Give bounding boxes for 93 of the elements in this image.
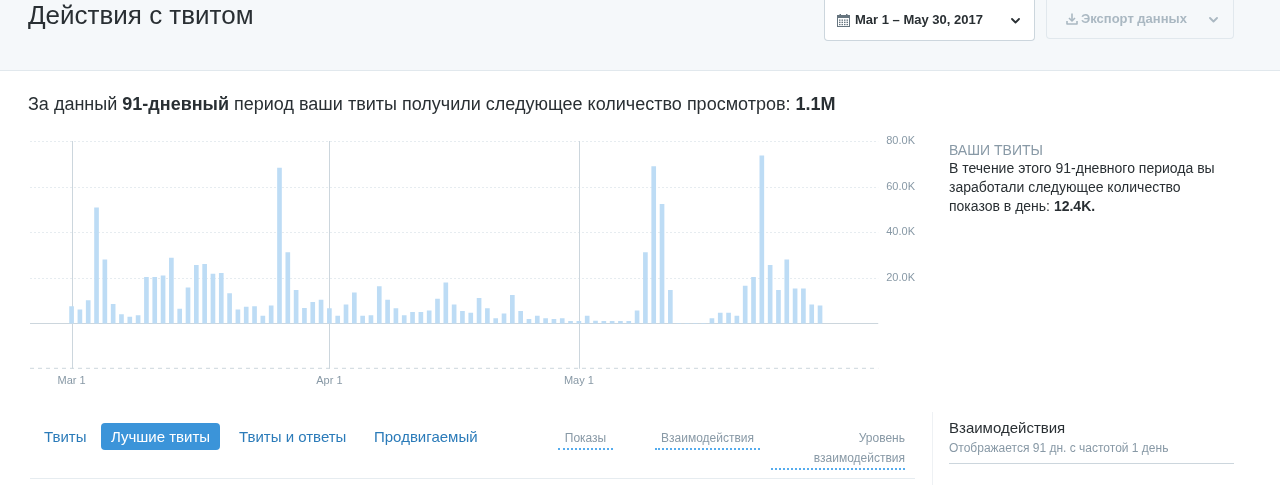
bar xyxy=(94,207,99,324)
bar xyxy=(285,252,291,324)
bar xyxy=(268,305,274,324)
bar xyxy=(177,308,183,324)
bar xyxy=(69,306,74,324)
text: Продвигаемый xyxy=(374,428,478,445)
bar xyxy=(717,312,723,324)
bar xyxy=(169,257,174,324)
text: Показы xyxy=(564,431,607,445)
text: Твиты и ответы xyxy=(239,428,347,445)
bar xyxy=(809,304,815,324)
bar xyxy=(443,282,449,324)
bar xyxy=(393,308,399,324)
bar xyxy=(352,292,357,324)
bar xyxy=(485,308,490,324)
bar xyxy=(559,318,565,324)
bar xyxy=(709,318,715,324)
bar xyxy=(401,315,407,324)
bar xyxy=(593,320,598,324)
bar xyxy=(227,293,232,324)
bar xyxy=(668,290,673,324)
bar xyxy=(302,307,307,324)
text: Взаимодействия xyxy=(949,419,1066,436)
bar xyxy=(119,314,124,324)
bar xyxy=(801,288,806,324)
bar xyxy=(218,273,224,324)
bar xyxy=(534,315,540,324)
bar xyxy=(742,285,748,324)
bar xyxy=(277,167,282,324)
bar xyxy=(568,321,573,324)
bar xyxy=(368,315,374,324)
bar xyxy=(243,306,249,324)
bar xyxy=(310,301,316,324)
y-tick-label: 60.0K xyxy=(886,179,916,192)
bar xyxy=(127,316,133,324)
y-tick-label: 80.0K xyxy=(886,134,916,147)
bar xyxy=(193,265,199,324)
chart-title: Действия с твитом xyxy=(28,0,254,30)
bar xyxy=(726,312,731,324)
bar xyxy=(543,318,548,324)
text: Уровень взаимодействия xyxy=(813,431,905,465)
bar xyxy=(510,294,515,324)
bar xyxy=(468,312,474,324)
text: В течение этого 91-дневного периода вы заработали следующее количество показов в день: 12.4K. xyxy=(949,160,1215,214)
text: Взаимодействия xyxy=(661,431,754,445)
bar xyxy=(584,315,590,324)
bar xyxy=(643,252,648,324)
bar xyxy=(85,300,91,324)
bar xyxy=(609,321,615,324)
bar xyxy=(144,277,149,324)
y-tick-label: 20.0K xyxy=(886,270,916,283)
bar xyxy=(376,286,382,324)
x-tick-label: Apr 1 xyxy=(316,374,343,387)
bar xyxy=(518,311,523,324)
export-button: Экспорт данных xyxy=(1046,0,1234,39)
text: Отображается 91 дн. с частотой 1 день xyxy=(949,441,1169,455)
bar xyxy=(435,298,440,324)
bar xyxy=(776,290,781,324)
y-tick-label: 40.0K xyxy=(886,225,916,238)
bar xyxy=(135,315,141,324)
bar xyxy=(576,321,582,324)
text: За данный 91-дневный период ваши твиты получили следующее количество просмотров: 1.1M xyxy=(28,94,836,114)
bar xyxy=(327,308,332,324)
bar xyxy=(235,309,241,324)
bar xyxy=(759,155,765,324)
bar xyxy=(551,319,557,324)
bar xyxy=(426,310,432,324)
date-range-button: Mar 1 – May 30, 2017 xyxy=(824,0,1035,41)
bar xyxy=(451,304,457,324)
x-tick-label: May 1 xyxy=(563,374,594,387)
bar xyxy=(410,311,415,324)
text: ВАШИ ТВИТЫ xyxy=(949,142,1043,158)
bar xyxy=(252,306,257,324)
tab-button: Лучшие твиты xyxy=(101,423,221,450)
bar xyxy=(751,277,756,324)
bar xyxy=(493,318,499,324)
bar xyxy=(784,259,790,324)
bar xyxy=(152,277,158,324)
bar xyxy=(634,310,640,324)
bar xyxy=(626,321,632,324)
x-tick-label: Mar 1 xyxy=(57,374,86,387)
bar xyxy=(526,319,532,324)
bar xyxy=(202,263,207,324)
bar xyxy=(77,309,83,324)
bar xyxy=(601,321,607,324)
bar xyxy=(460,311,465,324)
text: Твиты xyxy=(44,428,87,445)
bar xyxy=(335,315,341,324)
bar xyxy=(385,299,390,324)
bar xyxy=(343,304,349,324)
bar xyxy=(618,321,623,324)
bar xyxy=(360,315,365,324)
bar xyxy=(651,166,657,324)
